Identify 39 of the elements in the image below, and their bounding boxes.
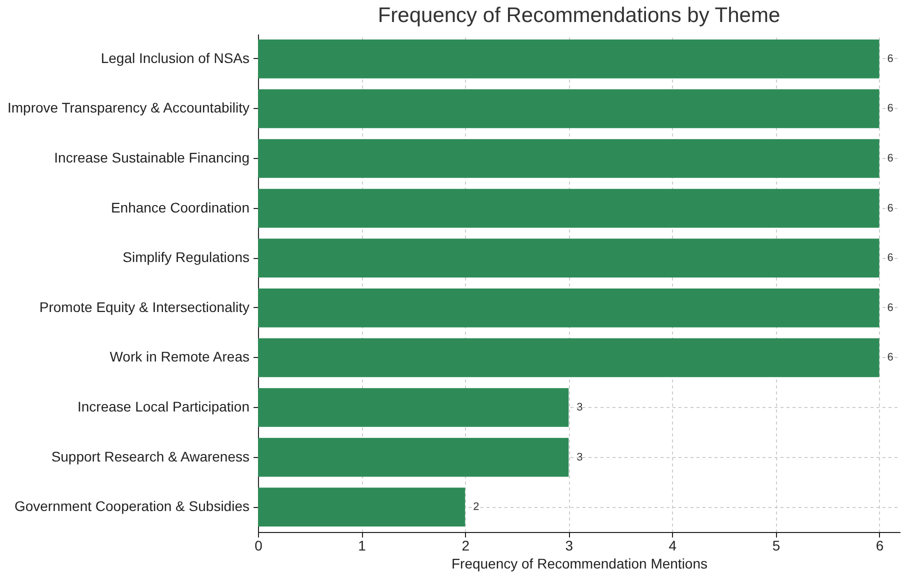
data-label: 6 xyxy=(887,302,894,314)
data-label: 6 xyxy=(887,52,894,65)
x-tick-label: 5 xyxy=(772,538,780,554)
x-tick-label: 2 xyxy=(462,538,470,554)
y-tick-label: Support Research & Awareness xyxy=(51,448,250,464)
y-tick-label: Enhance Coordination xyxy=(110,199,250,216)
x-axis-title: Frequency of Recommendation Mentions xyxy=(451,556,708,572)
bar xyxy=(258,39,880,78)
y-tick-label: Legal Inclusion of NSAs xyxy=(100,50,250,66)
bar xyxy=(258,438,569,477)
x-tick-label: 4 xyxy=(668,538,677,554)
data-label: 6 xyxy=(887,202,894,214)
bar xyxy=(258,139,880,178)
y-tick-label: Increase Sustainable Financing xyxy=(54,150,250,166)
data-label: 6 xyxy=(887,102,894,115)
bar xyxy=(258,89,880,128)
bar xyxy=(258,338,880,378)
data-label: 6 xyxy=(887,152,894,164)
y-tick-label: Improve Transparency & Accountability xyxy=(7,100,250,116)
data-label: 6 xyxy=(887,252,894,264)
x-tick-label: 3 xyxy=(565,538,574,554)
y-tick-label: Work in Remote Areas xyxy=(110,348,250,365)
y-tick-label: Simplify Regulations xyxy=(122,249,250,266)
data-label: 2 xyxy=(473,501,480,514)
data-label: 3 xyxy=(576,402,583,414)
x-tick-label: 0 xyxy=(254,538,263,554)
bar xyxy=(258,188,880,228)
y-tick-label: Government Cooperation & Subsidies xyxy=(14,498,250,514)
data-label: 6 xyxy=(887,352,894,364)
bar xyxy=(258,288,880,328)
y-tick-label: Increase Local Participation xyxy=(78,398,250,414)
bar xyxy=(258,388,569,427)
bar xyxy=(258,238,880,278)
y-tick-label: Promote Equity & Intersectionality xyxy=(39,298,250,315)
x-tick-label: 1 xyxy=(358,538,366,554)
x-tick-label: 6 xyxy=(876,538,884,554)
chart-title: Frequency of Recommendations by Theme xyxy=(378,4,780,27)
bar xyxy=(258,488,466,527)
data-label: 3 xyxy=(576,451,583,464)
